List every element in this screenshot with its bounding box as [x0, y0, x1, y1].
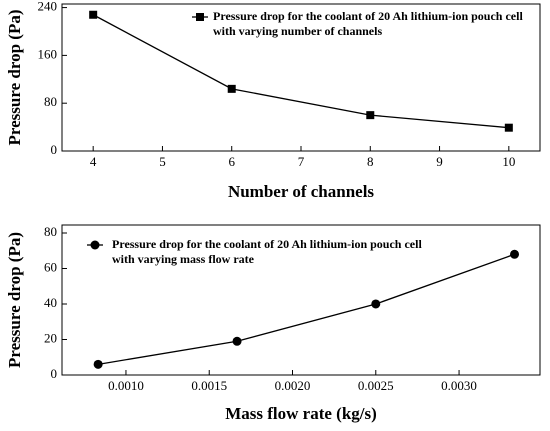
series-line — [92, 14, 509, 129]
data-point — [366, 111, 375, 120]
x-tick-label: 4 — [90, 154, 97, 169]
x-tick-label: 0.0025 — [358, 378, 394, 393]
x-tick-label: 8 — [367, 154, 374, 169]
plot-frame — [61, 224, 541, 376]
x-tick-label: 0.0010 — [108, 378, 144, 393]
y-tick-label: 240 — [38, 0, 58, 14]
y-tick-label: 0 — [51, 366, 58, 381]
legend-label: Pressure drop for the coolant of 20 Ah l… — [213, 9, 523, 38]
y-tick-label: 80 — [44, 224, 57, 239]
y-axis-label: Pressure drop (Pa) — [5, 232, 24, 368]
y-tick-label: 20 — [44, 330, 57, 345]
legend-marker — [196, 13, 204, 21]
y-tick-label: 60 — [44, 259, 57, 274]
x-tick-label: 0.0015 — [191, 378, 227, 393]
y-axis-label: Pressure drop (Pa) — [5, 10, 24, 146]
x-tick-label: 7 — [298, 154, 305, 169]
data-point — [371, 299, 381, 309]
y-tick-label: 40 — [44, 295, 57, 310]
y-tick-label: 80 — [44, 94, 57, 109]
x-axis-label: Mass flow rate (kg/s) — [225, 404, 377, 423]
x-axis-label: Number of channels — [228, 182, 374, 201]
data-point — [93, 359, 103, 369]
x-tick-label: 10 — [502, 154, 515, 169]
data-point — [89, 10, 98, 19]
x-tick-label: 0.0020 — [275, 378, 311, 393]
legend-marker — [90, 240, 100, 250]
y-tick-label: 160 — [38, 46, 58, 61]
data-point — [504, 123, 513, 132]
legend-label: Pressure drop for the coolant of 20 Ah l… — [112, 237, 422, 266]
x-tick-label: 6 — [228, 154, 235, 169]
x-tick-label: 9 — [436, 154, 443, 169]
data-point — [510, 249, 520, 259]
x-tick-label: 0.0030 — [441, 378, 477, 393]
data-point — [232, 336, 242, 346]
x-tick-label: 5 — [159, 154, 166, 169]
data-point — [227, 84, 236, 93]
y-tick-label: 0 — [51, 142, 58, 157]
series-line — [98, 253, 515, 365]
